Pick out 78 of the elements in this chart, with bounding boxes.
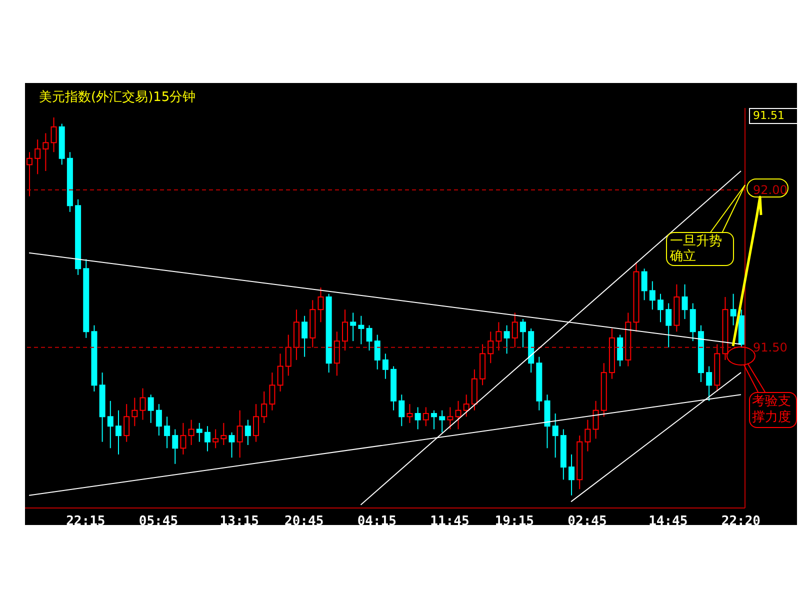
candlestick	[463, 394, 470, 418]
candlestick	[140, 388, 146, 420]
x-tick-label: 14:45	[648, 514, 688, 530]
candlestick	[504, 324, 510, 354]
candlestick	[212, 428, 219, 449]
candlestick	[358, 315, 364, 345]
text: 考验支撑力度	[749, 392, 797, 428]
candlestick	[350, 312, 356, 342]
candlestick	[277, 353, 284, 392]
candlestick	[382, 353, 388, 380]
candlestick	[488, 331, 494, 364]
candlestick	[374, 334, 380, 370]
candlestick	[414, 406, 421, 430]
candlestick	[682, 284, 688, 320]
candlestick	[641, 268, 648, 301]
x-tick-label: 19:15	[494, 514, 534, 530]
candlestick	[172, 428, 178, 464]
candlestick	[439, 410, 446, 433]
annotation: 一旦升势确立	[666, 232, 734, 266]
candlestick	[706, 366, 712, 402]
candlestick	[156, 404, 162, 436]
candlestick	[34, 138, 41, 175]
candlestick	[302, 315, 308, 358]
candlestick	[592, 400, 599, 440]
x-tick-label: 11:45	[430, 514, 470, 530]
candlestick	[253, 404, 260, 442]
candlestick	[342, 309, 348, 352]
candlestick	[512, 312, 518, 348]
candlestick	[148, 394, 154, 424]
candlestick	[196, 422, 202, 442]
x-tick-label: 13:15	[220, 514, 259, 530]
x-tick-label: 04:15	[357, 514, 396, 530]
candlestick	[228, 432, 235, 458]
candlestick	[649, 280, 656, 310]
candlestick	[132, 397, 138, 427]
x-tick-label: 22:20	[721, 514, 761, 530]
candlestick	[366, 324, 372, 352]
candlestick	[398, 394, 405, 427]
candlestick	[124, 404, 130, 442]
candlestick	[406, 404, 413, 424]
y-tick-label: 92.00	[753, 183, 788, 198]
y-tick-label: 91.50	[753, 340, 788, 355]
candlestick	[115, 410, 122, 455]
candlestick	[690, 302, 696, 342]
candlestick	[447, 406, 454, 430]
candlestick	[107, 400, 114, 449]
candlestick	[269, 372, 276, 411]
candlestick	[617, 334, 624, 367]
chart-title: 美元指数(外汇交易)15分钟	[39, 89, 196, 106]
x-tick-label: 02:45	[568, 514, 607, 530]
candlestick	[188, 419, 194, 446]
candlestick	[552, 413, 558, 458]
candlestick	[520, 318, 526, 348]
candlestick	[496, 322, 502, 352]
text: 91.51	[749, 108, 798, 124]
candlestick	[430, 410, 437, 430]
candlestick	[42, 132, 49, 172]
candlestick	[666, 302, 672, 348]
candlestick	[204, 426, 210, 452]
candlestick	[244, 419, 251, 446]
candlestick	[568, 454, 575, 496]
candlestick	[455, 400, 462, 430]
candlestick	[658, 293, 664, 323]
candlestick	[584, 419, 591, 452]
candlestick	[236, 410, 243, 458]
candlestick	[220, 422, 227, 446]
candlestick	[164, 416, 170, 449]
candlestick	[334, 331, 340, 376]
candlestick	[285, 334, 292, 376]
x-tick-label: 20:45	[284, 514, 324, 530]
candlestick	[730, 293, 736, 326]
x-tick-label: 05:45	[138, 514, 178, 530]
candlestick	[422, 406, 429, 427]
candlestick	[50, 116, 57, 153]
candlestick	[318, 287, 324, 323]
candlestick	[180, 422, 186, 455]
candlestick	[261, 390, 268, 424]
x-tick-label: 22:15	[66, 514, 106, 530]
